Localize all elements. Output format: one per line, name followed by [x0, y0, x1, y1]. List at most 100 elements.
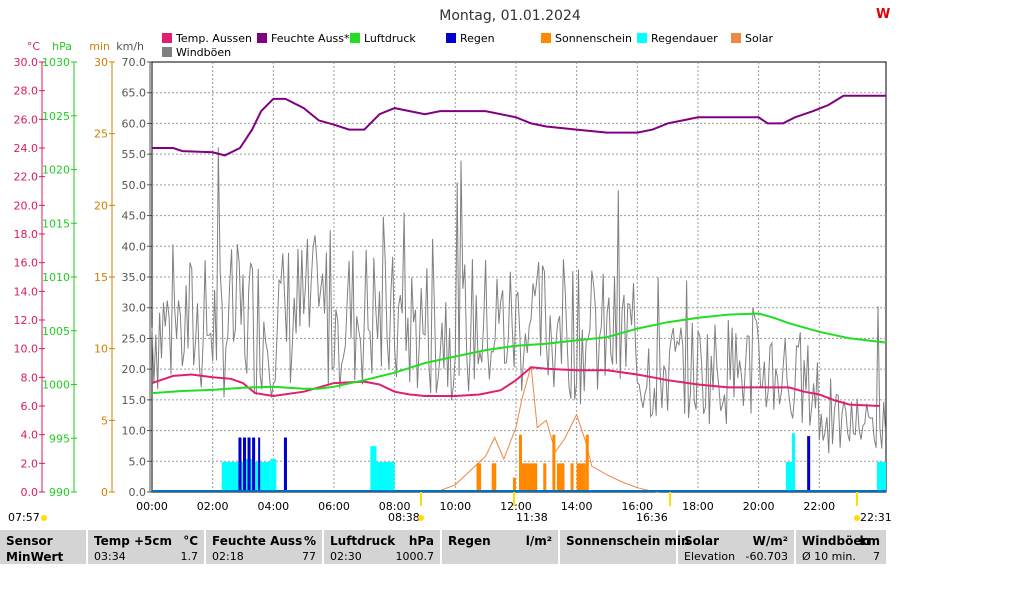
axis-tick-label-0: 6.0 — [21, 400, 39, 413]
table-cell: Luftdruck hPa 02:30 1000.7 — [324, 530, 442, 564]
bar-sonnenschein — [491, 463, 497, 492]
axis-tick-label-0: 26.0 — [14, 113, 39, 126]
axis-tick-label-1: 1010 — [42, 271, 70, 284]
table-value-row: 03:34 1.7 — [94, 550, 198, 563]
axis-unit-0: °C — [27, 40, 41, 53]
table-value: 77 — [302, 550, 316, 563]
bar-regen — [247, 437, 251, 492]
axis-tick-label-2: 30 — [94, 56, 108, 69]
axis-tick-label-3: 20.0 — [122, 363, 147, 376]
axis-tick-label-1: 1000 — [42, 379, 70, 392]
y-axes: °C 0.0 2.0 4.0 6.0 8.0 10.0 12.0 14.0 16.0 18.0 20.… — [14, 40, 153, 499]
moon-icon — [854, 515, 860, 521]
table-cell: Sensor MinWert — [0, 530, 88, 564]
axis-tick-label-2: 20 — [94, 199, 108, 212]
axis-tick-label-3: 0.0 — [129, 486, 147, 499]
x-tick-label: 14:00 — [561, 500, 593, 513]
marker-sunset: 16:36 — [636, 511, 668, 524]
table-cell: Regen l/m² — [442, 530, 560, 564]
bar-sonnenschein — [476, 463, 482, 492]
axis-tick-label-2: 15 — [94, 271, 108, 284]
axis-tick-label-0: 30.0 — [14, 56, 39, 69]
table-header: Feuchte Auss% — [212, 534, 316, 548]
axis-tick-label-0: 4.0 — [21, 429, 39, 442]
bar-regendauer — [376, 461, 395, 492]
bar-regendauer — [370, 446, 377, 492]
axis-tick-label-0: 16.0 — [14, 257, 39, 270]
bar-sonnenschein — [585, 434, 589, 492]
bar-sonnenschein — [519, 434, 523, 492]
bar-regen — [807, 436, 811, 492]
x-tick-label: 04:00 — [257, 500, 289, 513]
legend-label: Temp. Aussen — [175, 32, 252, 45]
axis-tick-label-3: 60.0 — [122, 117, 147, 130]
plot-frame — [151, 61, 887, 493]
legend-swatch — [350, 33, 360, 43]
table-cell: Sonnenschein min — [560, 530, 690, 564]
axis-tick-label-0: 2.0 — [21, 457, 39, 470]
table-value: 7 — [873, 550, 880, 563]
weather-chart: Montag, 01.01.2024 W Temp. Aussen Feuchte… — [8, 7, 892, 524]
axis-tick-label-1: 1030 — [42, 56, 70, 69]
table-value-row: Ø 10 min. 7 — [802, 550, 880, 563]
bar-sonnenschein — [512, 477, 516, 492]
chart-title: Montag, 01.01.2024 — [439, 8, 581, 24]
legend-label: Luftdruck — [364, 32, 416, 45]
bar-regen — [258, 437, 261, 492]
legend-swatch — [637, 33, 647, 43]
axis-tick-label-3: 70.0 — [122, 56, 147, 69]
sun-icon — [41, 515, 47, 521]
table-value-row: MinWert — [6, 550, 64, 564]
plot-area — [151, 61, 887, 493]
axis-tick-label-2: 5 — [101, 414, 108, 427]
x-tick-label: 06:00 — [318, 500, 350, 513]
x-tick-label: 16:00 — [621, 500, 653, 513]
minimum-values-table: Sensor MinWert Temp +5cm °C 03:34 1.7 Feuchte … — [0, 530, 888, 564]
table-cell: Windböen km Ø 10 min. 7 — [796, 530, 888, 564]
marker-noon: 11:38 — [516, 511, 548, 524]
bar-regen — [283, 437, 287, 492]
legend-swatch — [162, 47, 172, 57]
x-tick-label: 10:00 — [439, 500, 471, 513]
axis-tick-label-2: 10 — [94, 343, 108, 356]
table-value: 1.7 — [180, 550, 199, 563]
axis-tick-label-3: 45.0 — [122, 210, 147, 223]
marker-right: 22:31 — [860, 511, 892, 524]
axis-tick-label-0: 20.0 — [14, 199, 39, 212]
table-value-row: 02:18 77 — [212, 550, 316, 563]
legend-swatch — [541, 33, 551, 43]
marker-left: 07:57 — [8, 511, 40, 524]
x-axis: 00:00 02:00 04:00 06:00 08:00 10:00 12:00 14:00… — [136, 500, 835, 513]
legend-label: Feuchte Auss* — [271, 32, 350, 45]
bar-regen — [242, 437, 247, 492]
axis-tick-label-3: 5.0 — [129, 455, 147, 468]
sunrise-icon — [418, 515, 424, 521]
bar-sonnenschein — [543, 463, 547, 492]
bar-regendauer — [876, 461, 886, 492]
axis-unit-1: hPa — [52, 40, 72, 53]
legend-swatch — [162, 33, 172, 43]
x-tick-label: 08:00 — [379, 500, 411, 513]
bar-regendauer — [791, 433, 796, 492]
axis-tick-label-3: 15.0 — [122, 394, 147, 407]
table-header: Solar W/m² — [684, 534, 788, 548]
table-unit: hPa — [408, 534, 434, 548]
bar-regendauer — [221, 461, 237, 492]
axis-tick-label-3: 10.0 — [122, 425, 147, 438]
series-luftdruck — [151, 312, 887, 395]
time-markers: 07:57 08:38 11:38 16:36 22:31 — [8, 492, 892, 524]
axis-tick-label-0: 10.0 — [14, 343, 39, 356]
table-unit: % — [303, 534, 316, 548]
bar-regendauer — [785, 461, 792, 492]
table-header: Windböen km — [802, 534, 880, 548]
logo-mark: W — [876, 7, 890, 22]
axis-tick-label-3: 25.0 — [122, 332, 147, 345]
legend-label: Sonnenschein — [555, 32, 632, 45]
axis-tick-label-1: 1015 — [42, 217, 70, 230]
series-temp-aussen — [151, 366, 880, 407]
table-unit: km — [859, 534, 880, 548]
bar-regen — [238, 437, 242, 492]
table-value-row: Elevation -60.703 — [684, 550, 788, 563]
axis-tick-label-3: 55.0 — [122, 148, 147, 161]
axis-tick-label-0: 22.0 — [14, 171, 39, 184]
